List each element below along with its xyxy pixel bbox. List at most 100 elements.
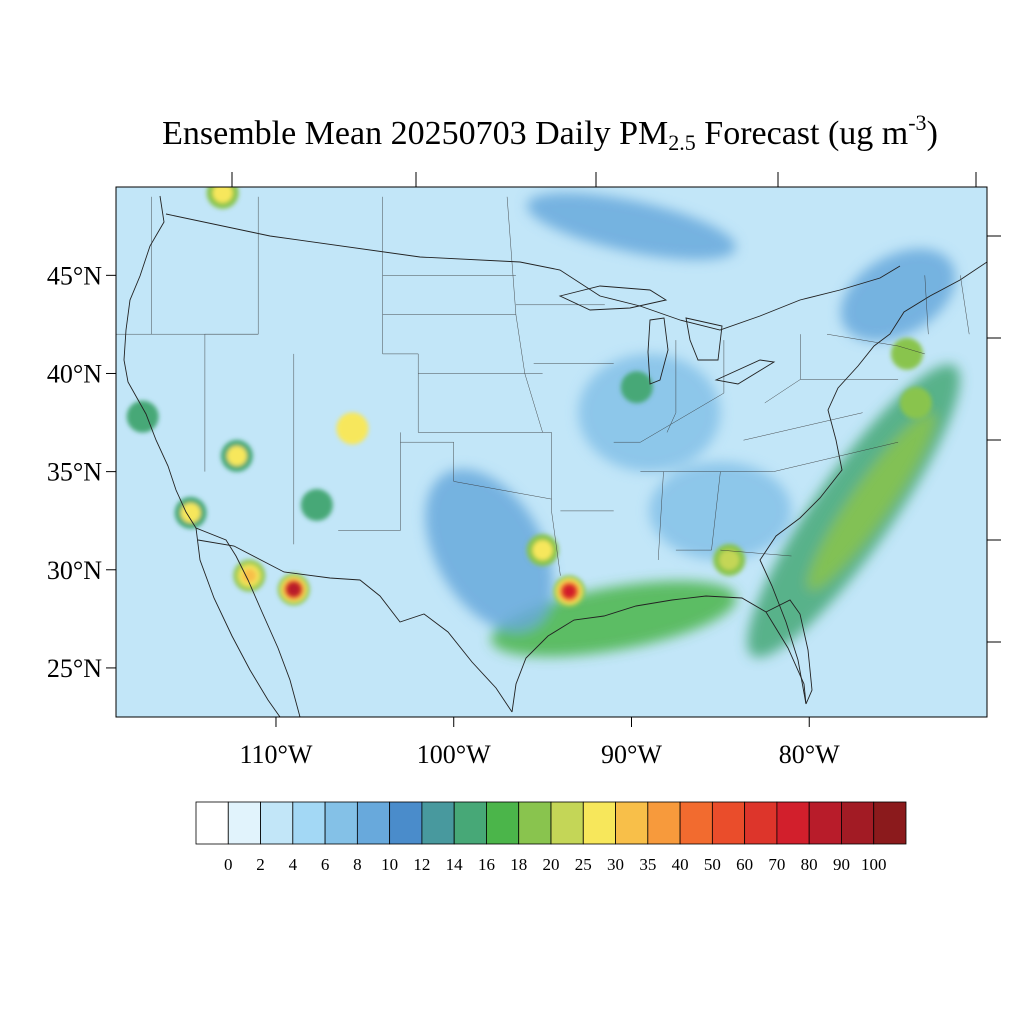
colorbar-label: 0 bbox=[224, 855, 233, 874]
state-line bbox=[551, 432, 561, 576]
colorbar-label: 12 bbox=[413, 855, 430, 874]
state-line bbox=[338, 432, 401, 531]
title-subscript: 2.5 bbox=[668, 130, 696, 155]
title-middle: Forecast (ug m bbox=[695, 115, 909, 152]
state-line bbox=[720, 549, 792, 557]
colorbar-legend: 0 2 4 6 8 10 12 14 16 18 20 25 30 35 40 50 60 70 80 90 100 bbox=[195, 801, 907, 874]
colorbar-box bbox=[808, 801, 842, 845]
lat-tick-label: 45°N bbox=[47, 261, 102, 290]
colorbar-label: 90 bbox=[833, 855, 850, 874]
state-line bbox=[640, 392, 725, 443]
us-canada-border bbox=[165, 213, 901, 331]
colorbar-box bbox=[453, 801, 487, 845]
great-lakes-plume bbox=[527, 192, 736, 260]
colorbar-label: 8 bbox=[353, 855, 362, 874]
ontario-fire-level-0 bbox=[891, 337, 924, 370]
northeast-plume bbox=[840, 248, 956, 342]
colorbar-label: 80 bbox=[801, 855, 818, 874]
title-superscript: -3 bbox=[908, 110, 927, 135]
colorbar-box bbox=[744, 801, 778, 845]
lat-tick-label: 25°N bbox=[47, 654, 102, 683]
map-title: Ensemble Mean 20250703 Daily PM2.5 Forec… bbox=[0, 110, 1024, 156]
state-line bbox=[657, 471, 664, 561]
colorbar-label: 6 bbox=[321, 855, 330, 874]
state-line bbox=[675, 471, 721, 551]
lon-tick-label: 110°W bbox=[239, 740, 312, 769]
state-line bbox=[924, 275, 929, 335]
lat-tick-label: 35°N bbox=[47, 458, 102, 487]
canada-fire-level-1 bbox=[212, 187, 233, 203]
colorbar-label: 2 bbox=[256, 855, 265, 874]
colorbar-box bbox=[518, 801, 552, 845]
atlantic-coastline bbox=[759, 261, 987, 705]
coastlines-and-borders bbox=[123, 195, 987, 717]
colorbar-label: 100 bbox=[861, 855, 887, 874]
colorbar-label: 50 bbox=[704, 855, 721, 874]
state-line bbox=[764, 379, 801, 404]
colorbar-box bbox=[873, 801, 907, 845]
colorbar-label: 10 bbox=[381, 855, 398, 874]
arizona-fire-level-1 bbox=[226, 445, 247, 466]
colorbar-label: 20 bbox=[543, 855, 560, 874]
west-coastline bbox=[123, 195, 301, 717]
colorbar-box bbox=[195, 801, 229, 845]
colorbar-box bbox=[711, 801, 746, 845]
colorbar-label: 70 bbox=[768, 855, 785, 874]
baja-fire-level-3 bbox=[242, 568, 257, 583]
colorbar-box bbox=[421, 801, 455, 845]
colorbar-label: 40 bbox=[672, 855, 689, 874]
colorbar-box bbox=[582, 801, 616, 845]
colorbar-box bbox=[776, 801, 810, 845]
title-prefix: Ensemble Mean 20250703 Daily PM bbox=[162, 115, 669, 152]
state-line bbox=[400, 441, 552, 500]
louisiana-fire-level-3 bbox=[562, 584, 577, 599]
colorbar-label: 4 bbox=[289, 855, 298, 874]
state-borders bbox=[116, 196, 970, 576]
colorbar-label: 25 bbox=[575, 855, 592, 874]
lake-superior bbox=[558, 285, 668, 311]
quebec-fire-level-0 bbox=[899, 386, 932, 419]
map-frame bbox=[115, 186, 988, 718]
longitude-axis: 110°W 100°W 90°W 80°W bbox=[231, 172, 1001, 769]
colorbar-label: 18 bbox=[510, 855, 527, 874]
colorbar-box bbox=[292, 801, 326, 845]
state-line bbox=[666, 340, 677, 433]
map-plot-area bbox=[116, 187, 987, 717]
state-line bbox=[826, 333, 925, 355]
michigan-fire-level-0 bbox=[620, 371, 653, 404]
state-line bbox=[640, 441, 899, 472]
colorbar-box bbox=[550, 801, 584, 845]
southeast-plume bbox=[649, 461, 792, 560]
colorbar-box bbox=[389, 801, 423, 845]
nevada-fire-level-0 bbox=[126, 400, 159, 433]
georgia-fire-level-1 bbox=[719, 549, 740, 570]
lon-tick-label: 90°W bbox=[601, 740, 662, 769]
colorbar-box bbox=[679, 801, 713, 845]
state-line bbox=[506, 196, 543, 433]
colorbar-box bbox=[615, 801, 649, 845]
colorado-fire-level-0 bbox=[336, 412, 369, 445]
colorbar-box bbox=[324, 801, 358, 845]
lat-tick-label: 30°N bbox=[47, 556, 102, 585]
florida-outline bbox=[765, 599, 813, 705]
houston-fire-level-1 bbox=[532, 540, 553, 561]
hotspot-layer bbox=[126, 187, 932, 608]
colorbar-box bbox=[841, 801, 875, 845]
us-mexico-border bbox=[197, 539, 513, 713]
state-line bbox=[960, 275, 970, 335]
colorbar-box bbox=[356, 801, 391, 845]
gulf-coastline bbox=[511, 595, 807, 713]
latitude-axis: 45°N 40°N 35°N 30°N 25°N bbox=[47, 261, 116, 683]
texas-arc bbox=[425, 469, 554, 632]
lat-tick-label: 40°N bbox=[47, 359, 102, 388]
colorbar-label: 30 bbox=[607, 855, 624, 874]
lon-tick-label: 80°W bbox=[779, 740, 840, 769]
colorbar-box bbox=[260, 801, 294, 845]
colorbar-label: 35 bbox=[639, 855, 656, 874]
atlantic-band-core bbox=[807, 411, 936, 591]
newmexico-fire-level-0 bbox=[300, 489, 333, 521]
colorbar-label: 14 bbox=[446, 855, 464, 874]
colorbar-box bbox=[647, 801, 681, 845]
state-line bbox=[743, 412, 863, 441]
